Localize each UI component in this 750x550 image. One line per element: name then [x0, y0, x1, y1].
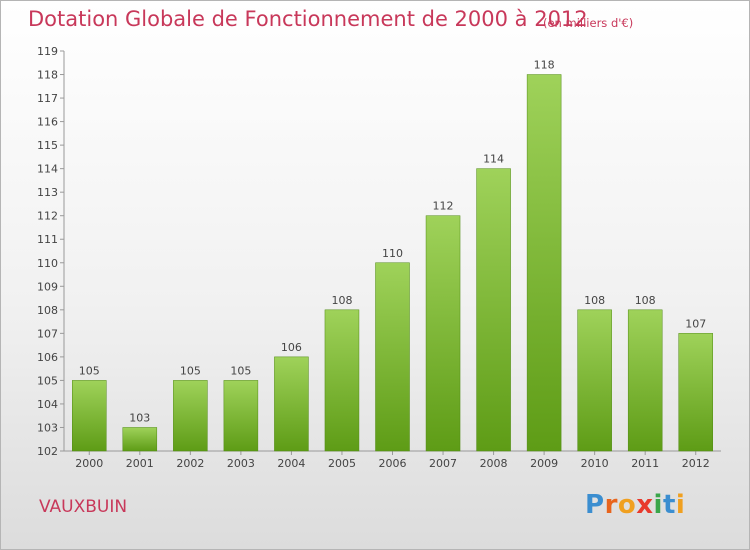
x-tick-label: 2012 [682, 457, 710, 470]
bar [72, 380, 107, 452]
bar-value-label: 105 [230, 364, 251, 377]
bar-value-label: 114 [483, 153, 504, 166]
y-tick-label: 102 [37, 445, 58, 458]
chart-bars [72, 74, 713, 452]
y-tick-label: 116 [37, 116, 58, 129]
bar-value-label: 108 [584, 294, 605, 307]
bar-value-label: 108 [635, 294, 656, 307]
y-tick-label: 117 [37, 92, 58, 105]
bar [526, 74, 562, 452]
y-tick-label: 109 [37, 280, 58, 293]
x-tick-label: 2001 [126, 457, 154, 470]
y-tick-label: 103 [37, 421, 58, 434]
chart-labels: 105 2000 103 2001 105 2002 105 2003 106 2004 108 20… [75, 59, 709, 470]
bar [627, 309, 663, 452]
logo-letter: x [636, 490, 654, 520]
bar [173, 380, 208, 452]
bar-value-label: 103 [129, 411, 150, 424]
bar [375, 262, 410, 452]
x-tick-label: 2000 [75, 457, 103, 470]
y-tick-label: 119 [37, 45, 58, 58]
x-tick-label: 2010 [581, 457, 609, 470]
bar [223, 380, 259, 452]
chart-unit: (en milliers d'€) [543, 16, 634, 30]
y-tick-label: 114 [37, 163, 58, 176]
y-tick-label: 106 [37, 351, 58, 364]
chart-axes: 102 103 104 105 106 107 108 109 110 111 112 113 114 1… [37, 45, 721, 458]
logo-letter: i [653, 490, 663, 520]
y-tick-label: 104 [37, 398, 58, 411]
x-tick-label: 2004 [277, 457, 305, 470]
y-tick-label: 111 [37, 233, 58, 246]
bar-value-label: 105 [79, 364, 100, 377]
bar-value-label: 107 [685, 317, 706, 330]
bar [577, 309, 612, 452]
bar-value-label: 108 [331, 294, 352, 307]
y-tick-label: 115 [37, 139, 58, 152]
y-tick-label: 105 [37, 374, 58, 387]
x-tick-label: 2008 [480, 457, 508, 470]
y-tick-label: 110 [37, 257, 58, 270]
x-tick-label: 2009 [530, 457, 558, 470]
bar [425, 215, 461, 452]
bar-value-label: 118 [534, 59, 555, 72]
x-tick-label: 2003 [227, 457, 255, 470]
commune-name: VAUXBUIN [39, 497, 128, 517]
y-tick-label: 107 [37, 327, 58, 340]
proxiti-logo: Proxiti [585, 490, 685, 520]
x-tick-label: 2006 [379, 457, 407, 470]
bar [678, 333, 713, 452]
logo-letter: o [617, 490, 637, 520]
bar [476, 168, 511, 452]
y-tick-label: 112 [37, 210, 58, 223]
bar-value-label: 105 [180, 364, 201, 377]
x-tick-label: 2005 [328, 457, 356, 470]
bar-value-label: 112 [433, 200, 454, 213]
logo-letter: r [604, 490, 618, 520]
x-tick-label: 2011 [631, 457, 659, 470]
y-tick-label: 118 [37, 69, 58, 82]
y-tick-label: 108 [37, 304, 58, 317]
bar-value-label: 110 [382, 247, 403, 260]
bar [122, 427, 158, 452]
x-tick-label: 2007 [429, 457, 457, 470]
bar [274, 356, 309, 452]
x-tick-label: 2002 [176, 457, 204, 470]
chart-title: Dotation Globale de Fonctionnement de 20… [28, 7, 588, 31]
logo-letter: P [585, 490, 605, 520]
logo-letter: i [675, 490, 686, 520]
y-tick-label: 113 [37, 186, 58, 199]
bar-value-label: 106 [281, 341, 302, 354]
bar [324, 309, 360, 452]
logo-letter: t [662, 490, 676, 520]
